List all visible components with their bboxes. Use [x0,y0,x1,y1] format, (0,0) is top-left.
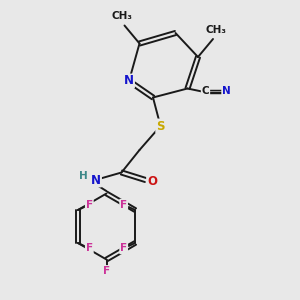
Text: N: N [124,74,134,88]
Text: F: F [120,243,127,254]
Text: N: N [91,173,101,187]
Text: F: F [120,200,127,210]
Text: F: F [86,243,93,254]
Text: F: F [103,266,110,276]
Text: O: O [147,175,157,188]
Text: N: N [222,86,231,97]
Text: S: S [156,119,165,133]
Text: CH₃: CH₃ [111,11,132,22]
Text: H: H [79,171,88,182]
Text: F: F [86,200,93,210]
Text: CH₃: CH₃ [206,25,226,35]
Text: C: C [202,86,209,97]
